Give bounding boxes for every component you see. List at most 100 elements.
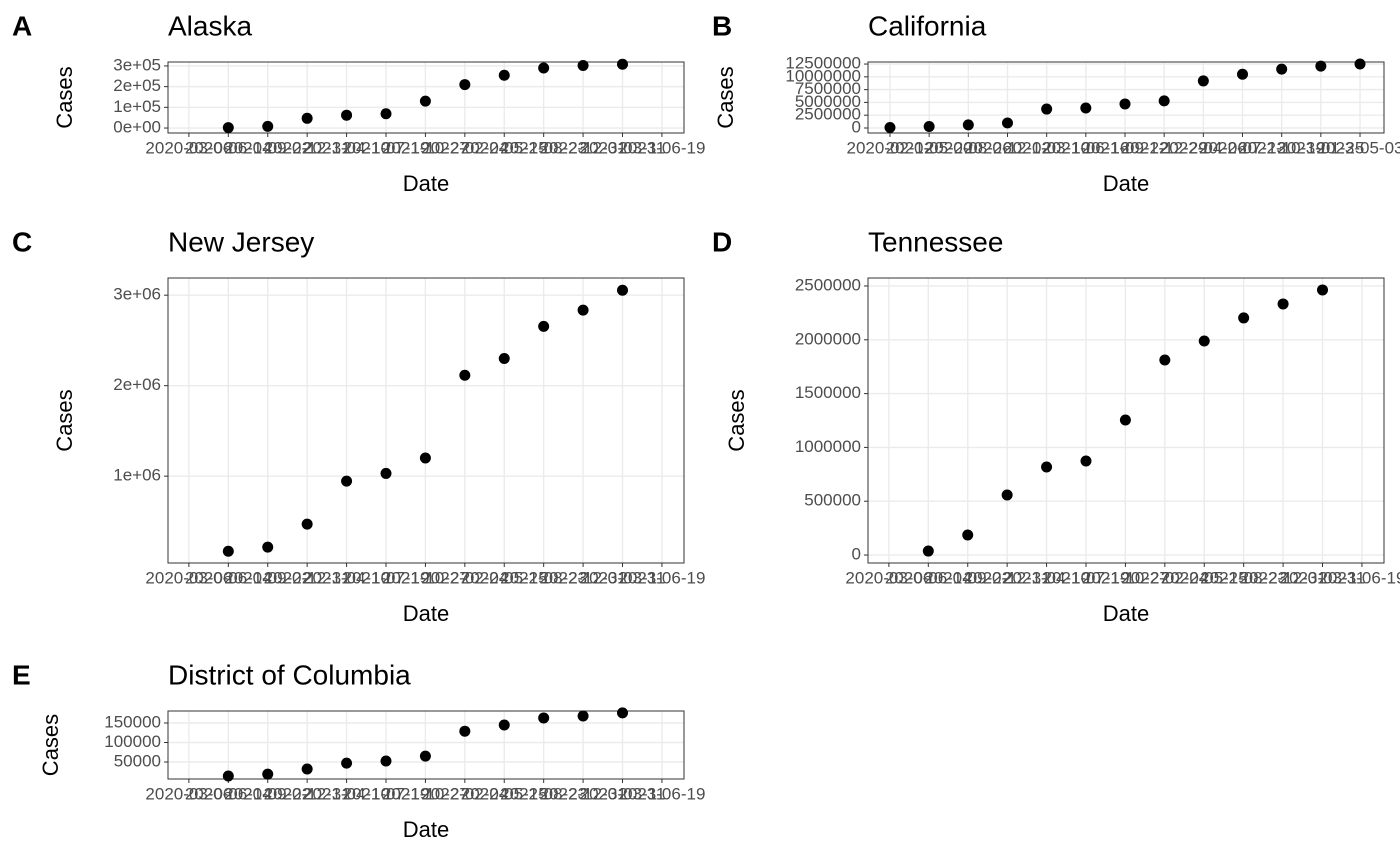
point [923, 120, 935, 132]
x-tick-label: 2022-05-15 [461, 138, 548, 157]
panel-title: California [868, 10, 987, 41]
x-tick-label: 2022-05-15 [461, 784, 548, 803]
point [459, 725, 471, 737]
x-tick-label: 2022-12-01 [540, 138, 627, 157]
point [538, 62, 550, 74]
point [498, 69, 510, 81]
point [617, 58, 629, 70]
y-tick-label: 3e+06 [113, 285, 161, 304]
panel-title: District of Columbia [168, 659, 411, 690]
x-tick-label: 2020-05-20 [886, 138, 973, 157]
x-tick-label: 2022-02-04 [421, 138, 508, 157]
point [380, 108, 392, 120]
point [1119, 98, 1131, 110]
x-tick-label: 2020-09-22 [224, 568, 311, 587]
x-tick-label: 2022-10-19 [1238, 138, 1325, 157]
point [498, 353, 510, 365]
point [1276, 63, 1288, 75]
y-tick-label: 1e+06 [113, 466, 161, 485]
x-tick-label: 2020-09-22 [224, 138, 311, 157]
point [577, 304, 589, 316]
point [380, 467, 392, 479]
x-tick-label: 2023-03-11 [580, 138, 666, 157]
point [1080, 102, 1092, 114]
point [1238, 312, 1250, 324]
plot-border [167, 710, 685, 780]
point [419, 750, 431, 762]
x-tick-label: 2023-06-19 [618, 138, 705, 157]
x-tick-label: 2020-03-06 [145, 784, 232, 803]
y-tick-label: 150000 [104, 712, 161, 731]
point [222, 770, 234, 782]
y-tick-label: 2500000 [795, 275, 861, 294]
x-tick-label: 2020-12-31 [264, 784, 351, 803]
panel-tag: E [12, 659, 31, 690]
point [341, 757, 353, 769]
x-tick-label: 2022-12-01 [540, 568, 627, 587]
point [419, 452, 431, 464]
panel-tag: C [12, 226, 32, 257]
x-tick-label: 2021-10-27 [1082, 568, 1169, 587]
point [1317, 284, 1329, 296]
point [1354, 58, 1366, 70]
point [1277, 298, 1289, 310]
x-tick-label: 2021-07-19 [343, 138, 430, 157]
point [577, 60, 589, 72]
panel-tag: A [12, 10, 32, 41]
x-tick-label: 2022-12-01 [1240, 568, 1327, 587]
point [1315, 60, 1327, 72]
plot-border [167, 61, 685, 134]
x-tick-label: 2020-03-06 [145, 568, 232, 587]
x-tick-label: 2021-03-10 [1003, 138, 1090, 157]
point [1001, 117, 1013, 129]
y-tick-label: 0 [852, 117, 861, 136]
point [1041, 461, 1053, 473]
x-tick-label: 2021-10-27 [382, 784, 469, 803]
y-tick-label: 12500000 [785, 54, 861, 73]
x-tick-label: 2021-04-10 [303, 138, 390, 157]
x-tick-label: 2021-12-29 [1121, 138, 1208, 157]
x-tick-label: 2020-12-31 [264, 138, 351, 157]
x-tick-label: 2022-08-23 [500, 784, 587, 803]
x-tick-label: 2020-09-22 [224, 784, 311, 803]
panel-tag: B [712, 10, 732, 41]
point [459, 369, 471, 381]
y-axis-label: Cases [713, 66, 738, 128]
point [617, 284, 629, 296]
x-axis-label: Date [403, 601, 449, 626]
y-axis-label: Cases [38, 714, 63, 776]
x-tick-label: 2020-06-14 [185, 568, 272, 587]
plot-border [167, 277, 685, 564]
x-tick-label: 2022-05-15 [461, 568, 548, 587]
y-axis-label: Cases [724, 389, 749, 451]
y-tick-label: 10000000 [785, 66, 861, 85]
y-tick-label: 0 [852, 545, 861, 564]
y-tick-label: 50000 [114, 751, 161, 770]
plot-border [867, 61, 1385, 134]
point [617, 707, 629, 719]
point [222, 545, 234, 557]
x-tick-label: 2021-07-19 [343, 784, 430, 803]
x-tick-label: 2022-05-15 [1161, 568, 1248, 587]
x-tick-label: 2021-04-10 [1003, 568, 1090, 587]
x-tick-label: 2022-07-13 [1199, 138, 1286, 157]
x-tick-label: 2021-10-27 [382, 138, 469, 157]
x-tick-label: 2023-06-19 [618, 568, 705, 587]
point [962, 529, 974, 541]
y-tick-label: 3e+05 [113, 55, 161, 74]
y-axis-label: Cases [52, 66, 77, 128]
point [380, 755, 392, 767]
y-tick-label: 0e+00 [113, 118, 161, 137]
x-tick-label: 2021-04-10 [303, 568, 390, 587]
x-tick-label: 2020-09-22 [924, 568, 1011, 587]
y-tick-label: 7500000 [795, 79, 861, 98]
x-tick-label: 2022-12-01 [540, 784, 627, 803]
point [341, 109, 353, 121]
x-tick-label: 2021-07-19 [343, 568, 430, 587]
x-tick-label: 2023-01-25 [1277, 138, 1364, 157]
y-tick-label: 2000000 [795, 329, 861, 348]
x-axis-label: Date [1103, 601, 1149, 626]
point [538, 320, 550, 332]
x-tick-label: 2022-08-23 [500, 138, 587, 157]
x-tick-label: 2021-07-19 [1043, 568, 1130, 587]
